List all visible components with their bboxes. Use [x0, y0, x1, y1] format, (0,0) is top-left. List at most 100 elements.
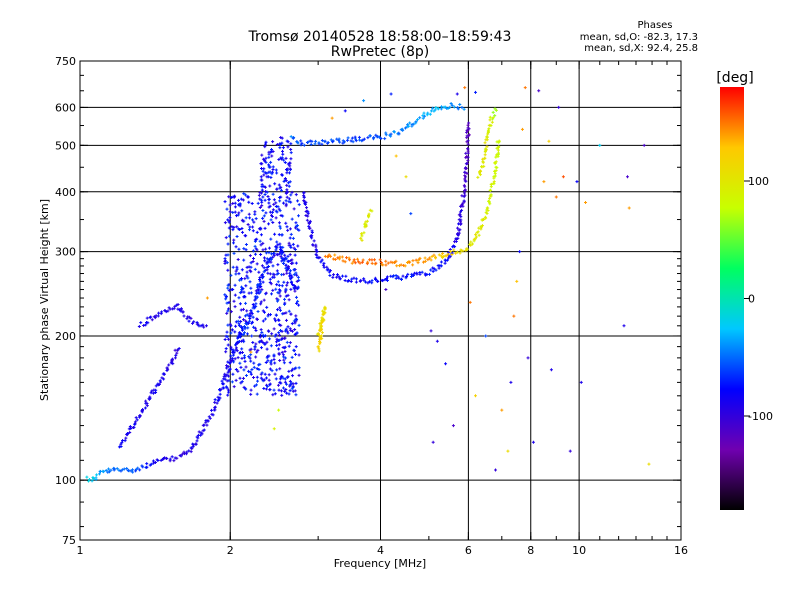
data-point — [261, 169, 265, 173]
data-point — [279, 250, 283, 254]
data-point — [289, 135, 293, 139]
data-point — [168, 457, 172, 461]
data-point — [269, 257, 273, 261]
data-point — [270, 172, 274, 176]
data-point — [187, 319, 191, 323]
data-point — [260, 178, 264, 182]
data-point — [213, 400, 217, 404]
data-point — [247, 355, 251, 359]
data-point — [207, 415, 211, 419]
data-point — [273, 232, 277, 236]
data-point — [297, 366, 301, 370]
data-point — [276, 263, 280, 267]
data-point — [465, 155, 469, 159]
data-point — [261, 241, 265, 245]
data-point — [523, 86, 527, 90]
data-point — [290, 275, 294, 279]
data-point — [265, 257, 269, 261]
data-point — [285, 391, 289, 395]
data-point — [262, 266, 266, 270]
data-point — [265, 384, 269, 388]
data-point — [226, 365, 230, 369]
data-point — [431, 106, 435, 110]
data-point — [282, 358, 286, 362]
data-point — [170, 358, 174, 362]
data-point — [293, 328, 297, 332]
data-point — [145, 465, 149, 469]
data-point — [230, 359, 234, 363]
data-point — [431, 266, 435, 270]
data-point — [245, 313, 249, 317]
data-point — [433, 108, 437, 112]
data-point — [409, 275, 413, 279]
data-point — [259, 175, 263, 179]
data-point — [288, 361, 292, 365]
data-point — [256, 348, 260, 352]
data-point — [237, 322, 241, 326]
data-point — [235, 235, 239, 239]
data-point — [163, 309, 167, 313]
data-point — [277, 343, 281, 347]
data-point — [272, 354, 276, 358]
data-point — [432, 253, 436, 257]
data-point — [260, 162, 264, 166]
data-point — [416, 259, 420, 263]
data-point — [312, 239, 316, 243]
data-point — [258, 285, 262, 289]
data-point — [310, 139, 314, 143]
data-point — [291, 236, 295, 240]
data-point — [287, 298, 291, 302]
data-point — [467, 133, 471, 137]
data-point — [258, 279, 262, 283]
data-point — [255, 367, 259, 371]
data-point — [261, 280, 265, 284]
data-point — [241, 318, 245, 322]
data-point — [248, 280, 252, 284]
data-point — [244, 193, 248, 197]
data-point — [239, 365, 243, 369]
data-point — [140, 464, 144, 468]
data-point — [228, 367, 232, 371]
data-point — [362, 137, 366, 141]
data-point — [259, 243, 263, 247]
data-point — [293, 389, 297, 393]
x-tick-label: 6 — [465, 544, 472, 557]
data-point — [294, 393, 298, 397]
data-point — [239, 276, 243, 280]
data-point — [136, 466, 140, 470]
data-point — [225, 373, 229, 377]
data-point — [247, 369, 251, 373]
data-point — [431, 440, 435, 444]
data-point — [261, 319, 265, 323]
data-point — [315, 332, 319, 336]
data-point — [483, 150, 487, 154]
data-point — [251, 340, 255, 344]
data-point — [252, 361, 256, 365]
data-point — [454, 251, 458, 255]
data-point — [488, 202, 492, 206]
data-point — [248, 254, 252, 258]
data-point — [112, 467, 116, 471]
data-point — [230, 356, 234, 360]
data-point — [260, 339, 264, 343]
data-point — [426, 111, 430, 115]
data-point — [323, 139, 327, 143]
data-point — [297, 373, 301, 377]
data-point — [264, 291, 268, 295]
data-point — [484, 334, 488, 338]
data-point — [494, 155, 498, 159]
data-point — [306, 140, 310, 144]
data-point — [477, 233, 481, 237]
data-point — [245, 270, 249, 274]
data-point — [465, 134, 469, 138]
data-point — [241, 198, 245, 202]
data-point — [139, 321, 143, 325]
data-point — [360, 260, 364, 264]
data-point — [227, 390, 231, 394]
data-point — [425, 273, 429, 277]
data-point — [296, 244, 300, 248]
data-point — [274, 216, 278, 220]
data-point — [285, 271, 289, 275]
data-point — [255, 375, 259, 379]
data-point — [370, 261, 374, 265]
